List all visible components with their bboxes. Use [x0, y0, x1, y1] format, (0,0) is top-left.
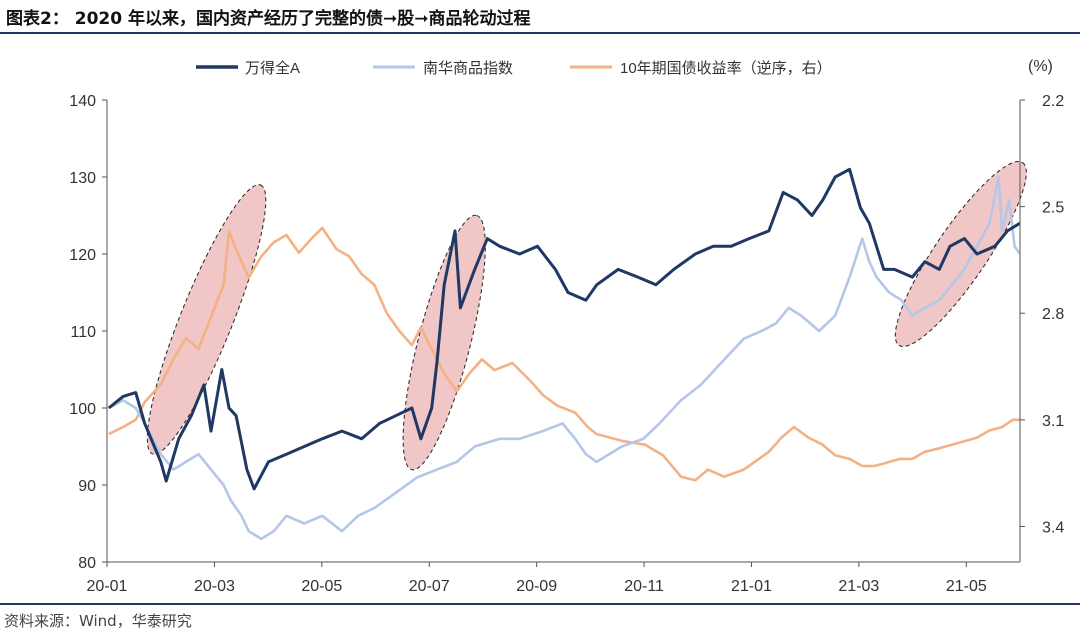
right-tick-label: 3.1	[1042, 413, 1064, 430]
right-axis-unit: (%)	[1028, 58, 1053, 75]
highlight-ellipse-2	[402, 214, 486, 471]
x-tick-label: 20-01	[87, 578, 128, 595]
figure-title: 图表2： 2020 年以来，国内资产经历了完整的债➞股➞商品轮动过程	[6, 9, 531, 29]
x-tick-label: 20-03	[194, 578, 235, 595]
legend: 万得全A 南华商品指数 10年期国债收益率（逆序，右）	[196, 59, 832, 77]
legend-label-1: 万得全A	[245, 59, 300, 77]
right-tick-label: 2.5	[1042, 200, 1064, 217]
left-tick-label: 90	[78, 478, 96, 495]
source-note: 资料来源：Wind，华泰研究	[4, 612, 192, 630]
source-rule	[0, 603, 1080, 605]
axes: 80 90 100 110 120 130 140 2.2 2.5 2.8 3.1 3.4 (%) 20-…	[69, 58, 1064, 595]
x-tick-label: 21-05	[946, 578, 987, 595]
left-tick-label: 110	[70, 324, 96, 341]
legend-label-3: 10年期国债收益率（逆序，右）	[620, 60, 832, 77]
left-tick-label: 130	[69, 170, 96, 187]
series-layer	[107, 167, 1020, 541]
right-tick-label: 2.8	[1042, 306, 1064, 323]
x-tick-label: 21-03	[838, 578, 879, 595]
left-tick-label: 100	[69, 401, 96, 418]
title-rule	[0, 32, 1080, 34]
legend-label-2: 南华商品指数	[423, 60, 513, 77]
series-line-1	[107, 167, 1020, 491]
right-tick-label: 3.4	[1042, 519, 1064, 536]
series-line-2	[108, 175, 1020, 541]
left-tick-label: 140	[69, 93, 96, 110]
x-tick-label: 20-07	[409, 578, 450, 595]
x-tick-label: 20-11	[624, 578, 664, 595]
right-tick-label: 2.2	[1042, 93, 1064, 110]
left-tick-label: 120	[69, 247, 96, 264]
series-line-3	[108, 226, 1020, 482]
x-tick-label: 21-01	[731, 578, 772, 595]
x-tick-label: 20-09	[516, 578, 557, 595]
left-tick-label: 80	[78, 555, 96, 572]
x-tick-label: 20-05	[301, 578, 342, 595]
highlight-ellipse-1	[146, 184, 267, 455]
